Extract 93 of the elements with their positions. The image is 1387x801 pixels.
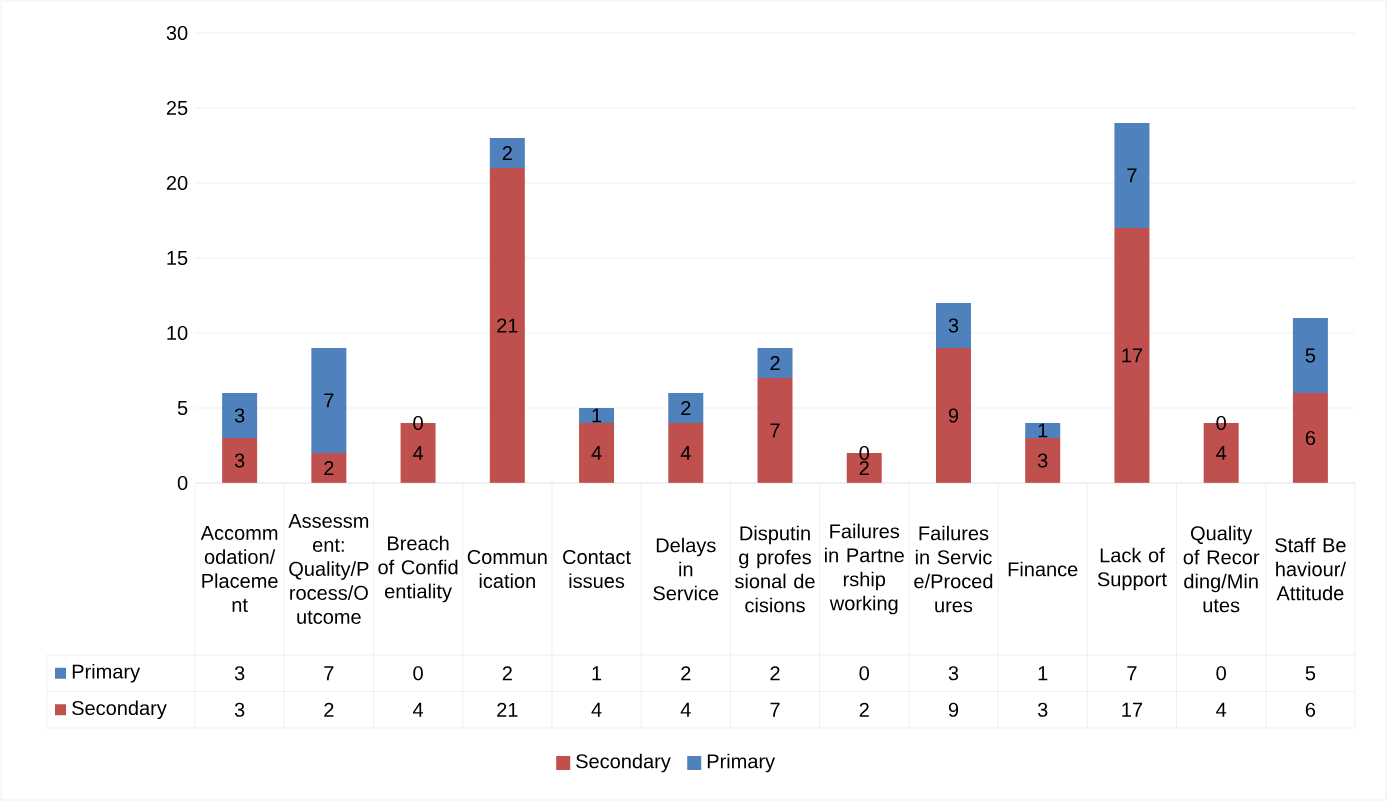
text: 5 xyxy=(1305,348,1316,363)
text: 2 xyxy=(324,461,334,475)
y-tick-label: 10 xyxy=(167,325,188,341)
x-tick-label: Failures in Service/Procedures xyxy=(914,525,993,613)
bar xyxy=(668,422,704,483)
x-tick-label: Lack of Support xyxy=(1097,547,1167,591)
text: 4 xyxy=(412,446,424,460)
data-label: 5 xyxy=(1305,666,1316,681)
y-tick-label: 0 xyxy=(177,475,188,491)
data-label: 17 xyxy=(1122,702,1143,717)
data-label: 2 xyxy=(770,666,780,681)
data-label: 7 xyxy=(324,666,334,681)
text: Secondary xyxy=(576,753,671,773)
text: 2 xyxy=(859,461,869,475)
text: Primary xyxy=(707,753,776,773)
data-label: 4 xyxy=(412,702,424,717)
bar xyxy=(757,377,793,483)
bar xyxy=(1114,122,1150,228)
x-tick-label: Quality of Recording/Minutes xyxy=(1183,525,1260,613)
data-label: 6 xyxy=(1305,702,1316,717)
text: 21 xyxy=(497,318,518,333)
bar xyxy=(579,407,615,423)
data-label: 2 xyxy=(681,666,691,681)
bar xyxy=(668,392,704,423)
text: 2 xyxy=(502,146,512,160)
text: 7 xyxy=(770,423,780,438)
data-label: 4 xyxy=(1216,702,1227,717)
data-label: 3 xyxy=(234,666,245,681)
text: 2 xyxy=(770,356,780,370)
data-label: 0 xyxy=(413,666,423,681)
bar xyxy=(311,452,347,483)
x-tick-label: Delays in Service xyxy=(653,537,719,601)
data-label: 0 xyxy=(1216,666,1226,681)
data-label: 7 xyxy=(770,702,780,717)
x-tick-label: Finance xyxy=(1008,561,1078,577)
x-tick-label: Accommodation/Placement xyxy=(200,526,278,612)
bar xyxy=(1292,317,1328,393)
bar xyxy=(1025,422,1061,438)
text: 17 xyxy=(1122,348,1143,363)
x-tick-label: Contact issues xyxy=(563,549,631,589)
bar xyxy=(579,422,615,483)
x-tick-label: Failures in Partnership working xyxy=(825,523,904,615)
text: 3 xyxy=(234,408,245,423)
data-label: 2 xyxy=(324,702,334,717)
y-tick-label: 15 xyxy=(167,251,188,265)
text: 3 xyxy=(948,318,959,333)
data-label: 2 xyxy=(502,666,512,681)
data-label: 21 xyxy=(497,702,518,717)
data-label: 4 xyxy=(591,702,602,717)
x-tick-label: Assessment: Quality/Process/Outcome xyxy=(288,514,369,624)
y-tick-label: 25 xyxy=(166,100,188,116)
data-label: 1 xyxy=(1038,666,1048,681)
data-label: 7 xyxy=(1127,666,1137,681)
x-tick-label: Disputing professional decisions xyxy=(734,525,815,613)
data-label: 3 xyxy=(234,702,245,717)
bar xyxy=(222,392,258,438)
text: 4 xyxy=(680,446,691,460)
bar xyxy=(757,347,793,378)
text: 9 xyxy=(948,408,959,423)
text: 3 xyxy=(234,453,245,468)
x-tick-label: Breach of Confidentiality xyxy=(378,535,458,603)
bar xyxy=(1114,227,1150,483)
data-label: 9 xyxy=(948,702,959,717)
bar xyxy=(935,302,971,348)
text: 6 xyxy=(1305,430,1316,446)
bar xyxy=(935,347,971,483)
text: 1 xyxy=(592,408,602,423)
bar xyxy=(311,347,347,453)
y-tick-label: 20 xyxy=(166,175,188,191)
text: 7 xyxy=(324,393,334,408)
x-tick-label: Communication xyxy=(467,549,547,589)
bar xyxy=(489,167,525,483)
bar xyxy=(222,437,258,483)
data-label: 1 xyxy=(592,666,602,681)
text: 2 xyxy=(681,401,691,415)
text: 1 xyxy=(1038,423,1048,438)
bar xyxy=(1025,437,1061,483)
data-label: 3 xyxy=(1037,702,1048,717)
data-label: 0 xyxy=(859,666,870,681)
text: 7 xyxy=(1127,168,1137,183)
bar xyxy=(1292,392,1328,483)
data-label: 4 xyxy=(680,702,691,717)
data-label: 3 xyxy=(948,666,959,681)
text: 4 xyxy=(1216,446,1227,460)
legend-label: Primary xyxy=(72,663,141,683)
y-tick-label: 30 xyxy=(166,25,188,41)
text: 3 xyxy=(1037,453,1048,468)
text: 4 xyxy=(591,446,602,460)
legend-label: Secondary xyxy=(72,700,167,720)
bar xyxy=(489,137,525,168)
x-tick-label: Staff Behaviour/Attitude xyxy=(1275,537,1346,601)
y-tick-label: 5 xyxy=(177,401,188,415)
data-label: 2 xyxy=(859,702,869,717)
